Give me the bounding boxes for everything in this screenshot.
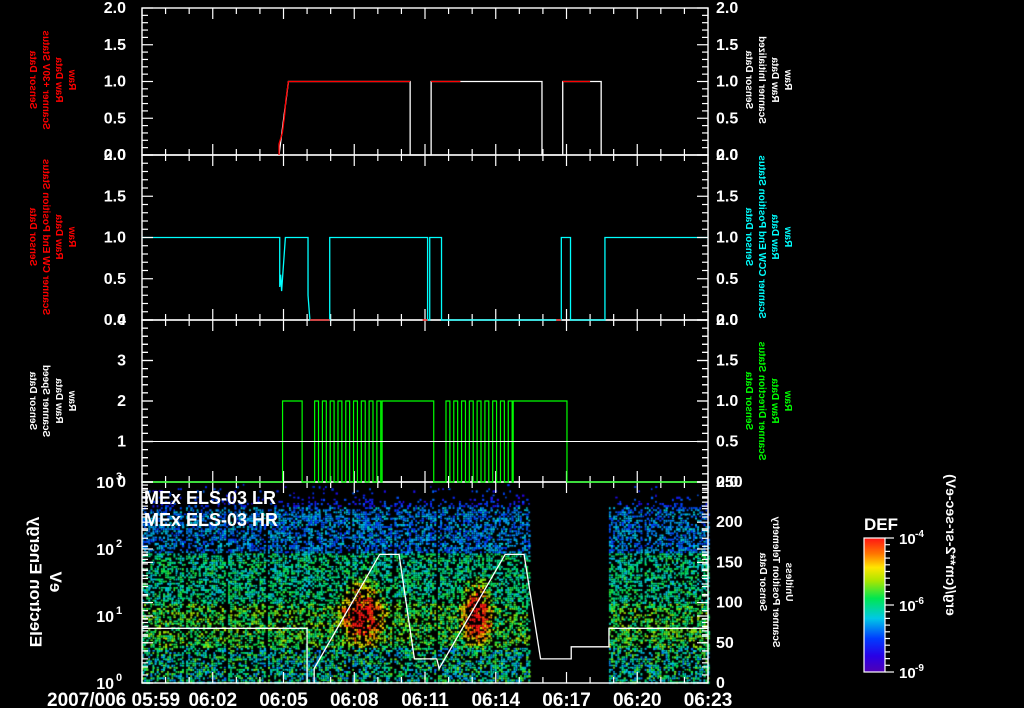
svg-text:Raw: Raw [66,69,77,90]
svg-text:Raw Data: Raw Data [53,214,64,259]
svg-text:Raw: Raw [782,390,793,411]
svg-text:1.0: 1.0 [716,74,738,91]
svg-text:06:14: 06:14 [471,690,520,708]
svg-text:Sensor Data: Sensor Data [743,50,754,109]
svg-text:Electron Energy: Electron Energy [26,516,45,647]
svg-text:2.0: 2.0 [716,147,738,164]
svg-text:06:23: 06:23 [684,690,733,708]
svg-text:Raw Data: Raw Data [53,57,64,102]
svg-text:2.0: 2.0 [104,0,126,17]
svg-text:50: 50 [716,635,734,652]
svg-text:1.0: 1.0 [104,230,126,247]
svg-text:0.5: 0.5 [716,271,738,288]
svg-text:4: 4 [117,312,126,329]
svg-text:Raw: Raw [66,226,77,247]
svg-text:1.5: 1.5 [716,188,738,205]
svg-text:06:11: 06:11 [401,690,449,708]
svg-text:1.5: 1.5 [104,188,126,205]
svg-text:eV: eV [46,571,65,592]
svg-text:200: 200 [716,514,743,531]
svg-text:10: 10 [96,475,114,492]
svg-text:Raw Data: Raw Data [53,378,64,423]
svg-text:0.5: 0.5 [716,434,738,451]
svg-text:10: 10 [899,665,916,682]
svg-text:1.5: 1.5 [104,37,126,54]
svg-text:06:17: 06:17 [542,690,591,708]
svg-text:Sensor Data: Sensor Data [743,207,754,266]
svg-text:Scanner Speed: Scanner Speed [40,365,51,437]
svg-text:Raw: Raw [66,390,77,411]
svg-text:250: 250 [716,474,743,491]
svg-text:100: 100 [716,595,743,612]
svg-text:Scanner Position Telemetry: Scanner Position Telemetry [770,516,781,647]
svg-text:Sensor Data: Sensor Data [743,371,754,430]
svg-text:1.5: 1.5 [716,353,738,370]
svg-text:0.5: 0.5 [104,271,126,288]
svg-text:Sensor Data: Sensor Data [27,207,38,266]
svg-text:1: 1 [117,434,126,451]
svg-text:2: 2 [117,393,126,410]
svg-text:06:20: 06:20 [613,690,662,708]
svg-text:10: 10 [96,542,114,559]
svg-text:-9: -9 [915,663,924,674]
svg-text:10: 10 [899,598,916,615]
svg-text:06:05: 06:05 [259,690,308,708]
svg-text:2.0: 2.0 [716,312,738,329]
svg-text:06:02: 06:02 [188,690,237,708]
svg-text:1: 1 [116,605,122,617]
svg-text:2.0: 2.0 [104,147,126,164]
svg-text:Scanner CW End Position Status: Scanner CW End Position Status [40,159,51,316]
svg-text:Raw: Raw [782,69,793,90]
svg-text:06:08: 06:08 [330,690,379,708]
svg-text:1.5: 1.5 [716,37,738,54]
svg-text:MEx ELS-03 HR: MEx ELS-03 HR [144,510,278,530]
svg-text:1.0: 1.0 [716,393,738,410]
svg-text:2.0: 2.0 [716,0,738,17]
svg-text:1.0: 1.0 [104,74,126,91]
svg-text:Sensor Data: Sensor Data [27,371,38,430]
svg-text:Raw Data: Raw Data [769,378,780,423]
svg-text:0: 0 [116,672,122,684]
svg-text:1.0: 1.0 [716,230,738,247]
svg-text:Raw: Raw [782,226,793,247]
svg-text:Sensor Data: Sensor Data [757,552,768,611]
svg-text:10: 10 [899,531,916,548]
svg-text:3: 3 [117,353,126,370]
svg-text:3: 3 [116,471,122,483]
svg-text:MEx ELS-03 LR: MEx ELS-03 LR [144,488,276,508]
svg-text:erg/(cm**2-sr-sec-eV): erg/(cm**2-sr-sec-eV) [943,474,959,616]
svg-text:Sensor Data: Sensor Data [27,50,38,109]
svg-text:0.5: 0.5 [716,110,738,127]
svg-text:150: 150 [716,554,743,571]
svg-text:2: 2 [116,538,122,550]
svg-text:Unitless: Unitless [783,562,794,601]
svg-text:10: 10 [96,609,114,626]
svg-text:Scanner CCW End Position Statu: Scanner CCW End Position Status [756,155,767,319]
svg-text:-4: -4 [915,529,924,540]
svg-text:Raw Data: Raw Data [769,57,780,102]
svg-text:Scanner Direction Status: Scanner Direction Status [756,341,767,460]
svg-text:Raw Data: Raw Data [769,214,780,259]
svg-text:-6: -6 [915,596,924,607]
svg-text:0.5: 0.5 [104,110,126,127]
svg-text:2007/006 05:59: 2007/006 05:59 [47,690,180,708]
svg-text:DEF: DEF [864,515,898,534]
svg-text:Scanner Initialized: Scanner Initialized [756,36,767,124]
svg-text:Scanner +30V Status: Scanner +30V Status [40,30,51,130]
